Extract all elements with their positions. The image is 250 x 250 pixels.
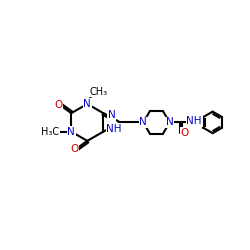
Text: NH: NH	[186, 116, 202, 126]
Text: O: O	[181, 128, 189, 138]
Text: NH: NH	[106, 124, 122, 134]
Text: H₃C: H₃C	[42, 127, 60, 137]
Text: CH₃: CH₃	[90, 86, 108, 97]
Text: N: N	[108, 110, 116, 120]
Text: N: N	[84, 99, 91, 109]
Text: O: O	[70, 144, 78, 154]
Text: N: N	[166, 118, 173, 128]
Text: N: N	[140, 118, 147, 128]
Text: N: N	[68, 127, 75, 137]
Text: O: O	[54, 100, 62, 110]
